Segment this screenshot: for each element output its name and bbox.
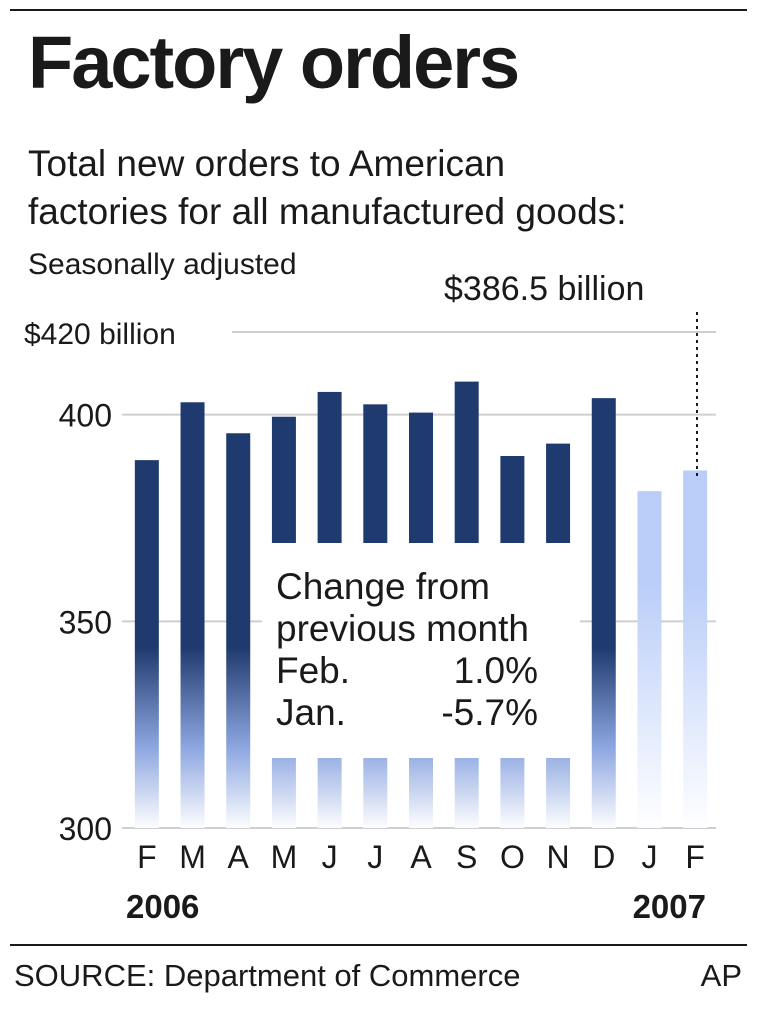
inset-row-feb: Feb. 1.0% xyxy=(276,650,538,692)
x-tick-label: N xyxy=(547,839,570,875)
x-tick-label: J xyxy=(367,839,383,875)
year-label-start: 2006 xyxy=(126,888,199,925)
x-tick-label: M xyxy=(271,839,298,875)
chart-title: Factory orders xyxy=(28,21,520,104)
x-tick-label: F xyxy=(137,839,157,875)
x-tick-label: A xyxy=(410,839,432,875)
bar xyxy=(591,398,616,828)
y-tick-label: 350 xyxy=(59,604,112,640)
bars xyxy=(134,381,708,828)
inset-month: Feb. xyxy=(276,650,351,691)
seasonal-note: Seasonally adjusted xyxy=(28,248,297,281)
bar xyxy=(180,402,205,828)
x-tick-label: A xyxy=(228,839,250,875)
x-tick-label: F xyxy=(685,839,705,875)
subtitle-line-1: Total new orders to American xyxy=(28,143,506,184)
x-tick-label: O xyxy=(500,839,525,875)
inset-value: -5.7% xyxy=(441,692,538,733)
inset-row-jan: Jan. -5.7% xyxy=(276,692,538,734)
inset-value: 1.0% xyxy=(453,650,538,691)
change-inset: Change from previous month Feb. 1.0% Jan… xyxy=(276,566,538,734)
inset-heading-1: Change from xyxy=(276,566,490,607)
y-tick-label: $420 billion xyxy=(24,318,176,351)
bar xyxy=(683,470,708,828)
x-tick-label: S xyxy=(456,839,477,875)
x-tick-label: J xyxy=(641,839,657,875)
inset-panel xyxy=(262,543,580,758)
chart-subtitle: Total new orders to American factories f… xyxy=(28,140,627,236)
credit-line: AP xyxy=(700,958,742,993)
y-tick-label: 300 xyxy=(59,811,112,847)
subtitle-line-2: factories for all manufactured goods: xyxy=(28,191,627,232)
inset-month: Jan. xyxy=(276,692,346,733)
x-tick-label: D xyxy=(592,839,615,875)
bar xyxy=(134,460,159,828)
bar xyxy=(637,491,662,828)
bottom-rule xyxy=(10,944,747,946)
callout-label: $386.5 billion xyxy=(444,270,644,308)
bar xyxy=(226,433,251,828)
source-line: SOURCE: Department of Commerce xyxy=(14,958,521,993)
y-tick-label: 400 xyxy=(59,398,112,434)
year-label-end: 2007 xyxy=(633,888,706,925)
x-tick-label: J xyxy=(322,839,338,875)
inset-heading-2: previous month xyxy=(276,608,529,649)
top-rule xyxy=(10,9,747,11)
x-tick-label: M xyxy=(179,839,206,875)
